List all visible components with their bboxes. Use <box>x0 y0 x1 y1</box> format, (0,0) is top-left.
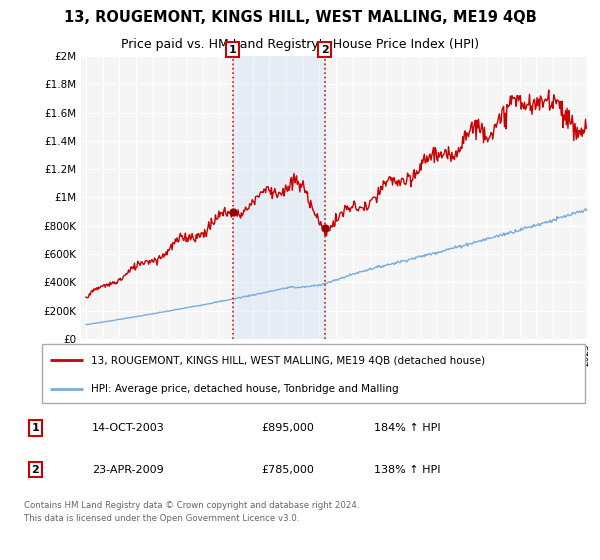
Text: HPI: Average price, detached house, Tonbridge and Malling: HPI: Average price, detached house, Tonb… <box>91 384 398 394</box>
Text: 1: 1 <box>31 423 39 433</box>
Bar <box>233 56 325 339</box>
Text: 1: 1 <box>229 45 236 54</box>
FancyBboxPatch shape <box>42 344 585 403</box>
Text: 138% ↑ HPI: 138% ↑ HPI <box>374 465 440 474</box>
Text: 13, ROUGEMONT, KINGS HILL, WEST MALLING, ME19 4QB (detached house): 13, ROUGEMONT, KINGS HILL, WEST MALLING,… <box>91 355 485 365</box>
Text: 2: 2 <box>321 45 329 54</box>
Text: 2: 2 <box>31 465 39 474</box>
Text: 13, ROUGEMONT, KINGS HILL, WEST MALLING, ME19 4QB: 13, ROUGEMONT, KINGS HILL, WEST MALLING,… <box>64 11 536 25</box>
Text: £785,000: £785,000 <box>261 465 314 474</box>
Text: 23-APR-2009: 23-APR-2009 <box>92 465 163 474</box>
Text: 184% ↑ HPI: 184% ↑ HPI <box>374 423 440 433</box>
Text: 14-OCT-2003: 14-OCT-2003 <box>92 423 164 433</box>
Text: £895,000: £895,000 <box>261 423 314 433</box>
Text: Price paid vs. HM Land Registry's House Price Index (HPI): Price paid vs. HM Land Registry's House … <box>121 38 479 51</box>
Text: Contains HM Land Registry data © Crown copyright and database right 2024.
This d: Contains HM Land Registry data © Crown c… <box>24 501 359 522</box>
